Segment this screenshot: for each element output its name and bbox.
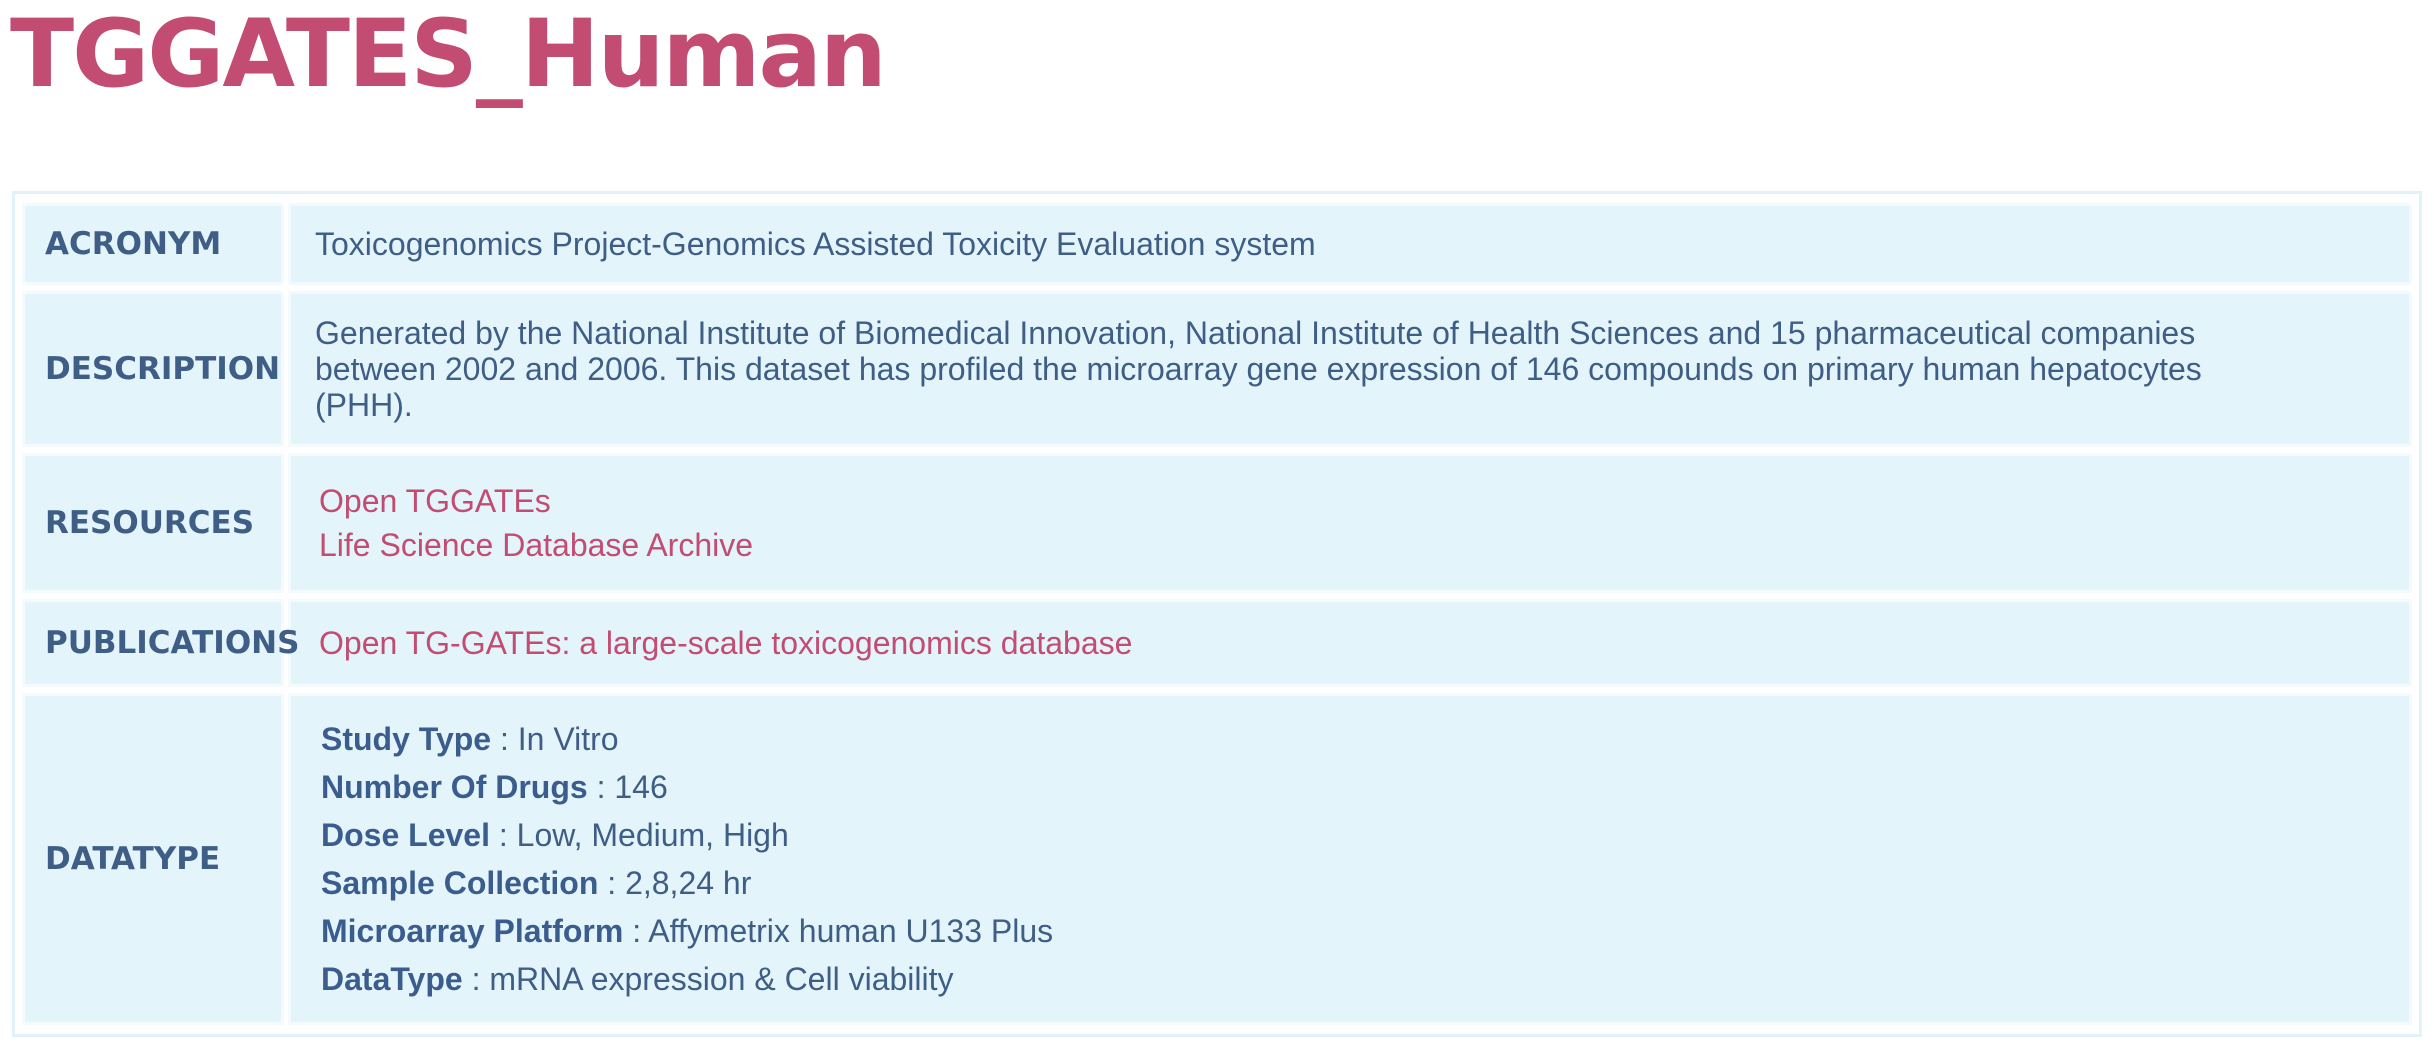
resource-link-open-tggates[interactable]: Open TGGATEs	[319, 483, 551, 519]
datatype-item-separator: :	[607, 865, 617, 901]
datatype-item-value: Affymetrix human U133 Plus	[648, 913, 1054, 949]
datatype-label: DATATYPE	[25, 696, 281, 1022]
datatype-item-separator: :	[632, 913, 642, 949]
acronym-row: ACRONYM Toxicogenomics Project-Genomics …	[25, 206, 2409, 282]
acronym-label: ACRONYM	[25, 206, 281, 282]
acronym-value: Toxicogenomics Project-Genomics Assisted…	[291, 206, 2409, 282]
resources-row: RESOURCES Open TGGATEs Life Science Data…	[25, 456, 2409, 590]
datatype-row: DATATYPE Study Type : In Vitro Number Of…	[25, 696, 2409, 1022]
datatype-item: Microarray Platform : Affymetrix human U…	[321, 907, 2385, 955]
resource-link-life-science-database-archive[interactable]: Life Science Database Archive	[319, 527, 754, 563]
datatype-item-value: 146	[614, 769, 668, 805]
datatype-item-value: In Vitro	[517, 721, 619, 757]
datatype-item: DataType : mRNA expression & Cell viabil…	[321, 955, 2385, 1003]
datatype-item-key: Dose Level	[321, 817, 490, 853]
dataset-info-table: ACRONYM Toxicogenomics Project-Genomics …	[12, 191, 2422, 1037]
publications-row: PUBLICATIONS Open TG-GATEs: a large-scal…	[25, 602, 2409, 684]
datatype-item: Study Type : In Vitro	[321, 715, 2385, 763]
description-line: Generated by the National Institute of B…	[315, 315, 2196, 351]
resources-label: RESOURCES	[25, 456, 281, 590]
resources-value: Open TGGATEs Life Science Database Archi…	[291, 456, 2409, 590]
datatype-item-key: DataType	[321, 961, 463, 997]
datatype-item-separator: :	[499, 721, 509, 757]
datatype-item-value: mRNA expression & Cell viability	[489, 961, 954, 997]
datatype-item-key: Number Of Drugs	[321, 769, 588, 805]
publications-label: PUBLICATIONS	[25, 602, 299, 684]
datatype-item-value: 2,8,24 hr	[625, 865, 752, 901]
datatype-item-key: Study Type	[321, 721, 492, 757]
datatype-item-separator: :	[498, 817, 508, 853]
datatype-item-separator: :	[596, 769, 606, 805]
datatype-item: Dose Level : Low, Medium, High	[321, 811, 2385, 859]
publication-link[interactable]: Open TG-GATEs: a large-scale toxicogenom…	[319, 625, 1133, 661]
datatype-item: Sample Collection : 2,8,24 hr	[321, 859, 2385, 907]
page-title: TGGATES_Human	[10, 0, 887, 109]
description-label: DESCRIPTION	[25, 294, 281, 444]
description-line: (PHH).	[315, 387, 413, 423]
datatype-item: Number Of Drugs : 146	[321, 763, 2385, 811]
datatype-item-value: Low, Medium, High	[516, 817, 789, 853]
datatype-item-key: Microarray Platform	[321, 913, 624, 949]
description-line: between 2002 and 2006. This dataset has …	[315, 351, 2202, 387]
datatype-value: Study Type : In Vitro Number Of Drugs : …	[291, 696, 2409, 1022]
datatype-item-separator: :	[471, 961, 481, 997]
description-value: Generated by the National Institute of B…	[291, 294, 2409, 444]
description-row: DESCRIPTION Generated by the National In…	[25, 294, 2409, 444]
datatype-item-key: Sample Collection	[321, 865, 599, 901]
publications-value: Open TG-GATEs: a large-scale toxicogenom…	[291, 602, 2409, 684]
